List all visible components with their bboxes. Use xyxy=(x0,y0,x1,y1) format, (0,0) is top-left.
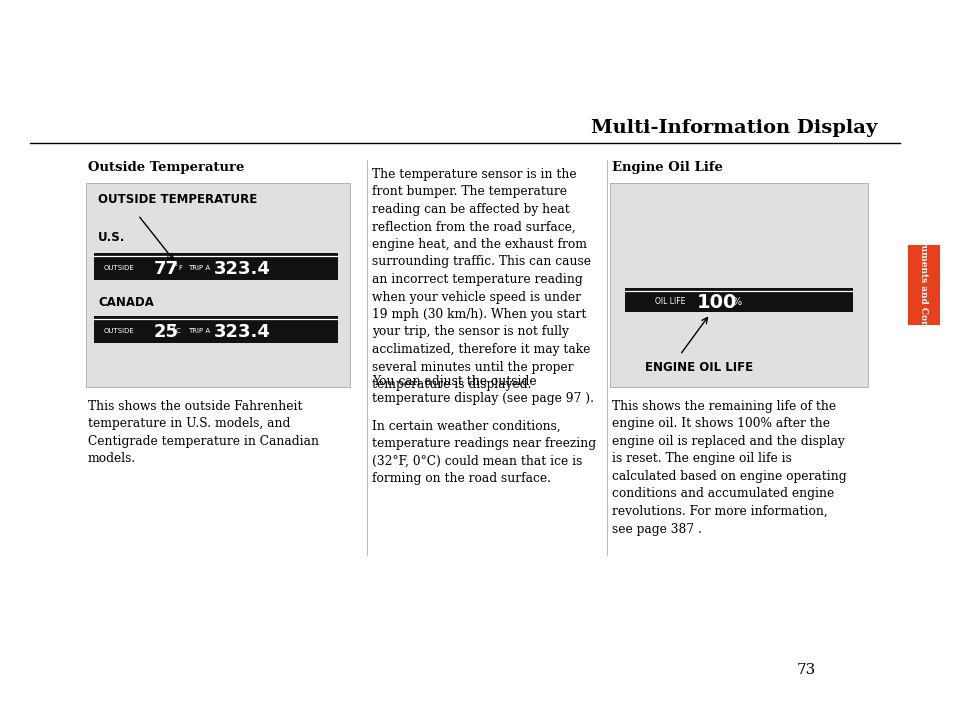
Bar xyxy=(86,183,350,387)
Text: Outside Temperature: Outside Temperature xyxy=(88,161,244,175)
Text: °: ° xyxy=(171,326,174,335)
Text: Multi-Information Display: Multi-Information Display xyxy=(591,119,877,137)
Text: %: % xyxy=(732,297,741,307)
Text: This shows the remaining life of the
engine oil. It shows 100% after the
engine : This shows the remaining life of the eng… xyxy=(612,400,845,535)
Text: 323.4: 323.4 xyxy=(213,261,271,278)
Bar xyxy=(907,245,939,325)
Text: 323.4: 323.4 xyxy=(213,324,271,342)
Text: U.S.: U.S. xyxy=(98,231,125,244)
Text: CANADA: CANADA xyxy=(98,297,153,310)
Text: OUTSIDE: OUTSIDE xyxy=(104,266,134,271)
Text: The temperature sensor is in the
front bumper. The temperature
reading can be af: The temperature sensor is in the front b… xyxy=(372,168,590,391)
Text: This shows the outside Fahrenheit
temperature in U.S. models, and
Centigrade tem: This shows the outside Fahrenheit temper… xyxy=(88,400,318,466)
Text: In certain weather conditions,
temperature readings near freezing
(32°F, 0°C) co: In certain weather conditions, temperatu… xyxy=(372,420,596,486)
Text: ENGINE OIL LIFE: ENGINE OIL LIFE xyxy=(644,361,752,374)
Text: TRIP A: TRIP A xyxy=(188,266,210,271)
Bar xyxy=(624,288,852,312)
Text: F: F xyxy=(178,266,182,271)
Text: Engine Oil Life: Engine Oil Life xyxy=(612,161,722,175)
Bar xyxy=(94,253,337,280)
Bar xyxy=(609,183,867,387)
Text: 77: 77 xyxy=(153,261,179,278)
Text: °: ° xyxy=(172,263,176,272)
Text: OUTSIDE TEMPERATURE: OUTSIDE TEMPERATURE xyxy=(98,194,257,207)
Text: You can adjust the outside
temperature display (see page 97 ).: You can adjust the outside temperature d… xyxy=(372,375,594,405)
Text: Instruments and Controls: Instruments and Controls xyxy=(919,220,927,350)
Bar xyxy=(94,316,337,343)
Text: C: C xyxy=(175,329,180,334)
Text: 73: 73 xyxy=(796,663,815,677)
Text: 100: 100 xyxy=(697,293,737,312)
Text: 25: 25 xyxy=(153,324,179,342)
Text: OIL LIFE: OIL LIFE xyxy=(655,297,684,307)
Text: TRIP A: TRIP A xyxy=(188,329,210,334)
Text: OUTSIDE: OUTSIDE xyxy=(104,329,134,334)
